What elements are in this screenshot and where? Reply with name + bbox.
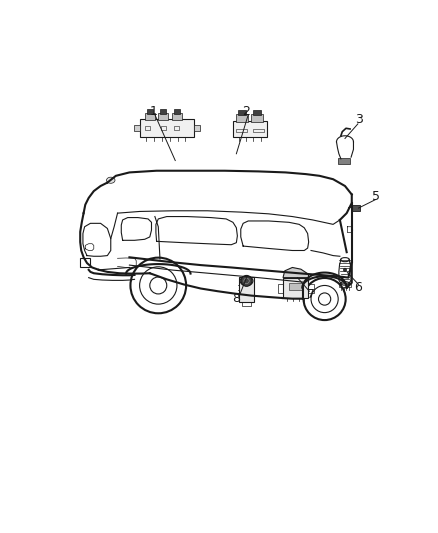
Text: 7: 7 bbox=[307, 288, 315, 301]
Bar bbox=[308, 285, 314, 293]
Bar bbox=[242, 302, 251, 306]
Bar bbox=[253, 128, 264, 132]
Bar bbox=[237, 115, 248, 122]
Bar bbox=[174, 126, 179, 131]
Text: 1: 1 bbox=[149, 105, 157, 118]
Ellipse shape bbox=[106, 177, 115, 183]
Bar bbox=[238, 110, 246, 115]
Bar bbox=[253, 110, 261, 115]
Bar bbox=[134, 125, 140, 131]
Text: 2: 2 bbox=[243, 105, 251, 118]
Bar bbox=[237, 128, 247, 132]
Bar bbox=[283, 278, 308, 298]
Bar bbox=[147, 109, 153, 114]
Bar bbox=[194, 125, 200, 131]
Ellipse shape bbox=[240, 276, 253, 286]
Bar bbox=[278, 285, 283, 293]
Bar bbox=[251, 115, 263, 122]
Bar bbox=[161, 126, 166, 131]
Bar bbox=[158, 112, 168, 120]
Bar bbox=[145, 112, 155, 120]
Circle shape bbox=[241, 276, 252, 286]
Bar bbox=[173, 109, 180, 114]
Text: 3: 3 bbox=[355, 114, 363, 126]
Text: 8: 8 bbox=[232, 292, 240, 304]
Bar bbox=[172, 112, 182, 120]
Bar bbox=[339, 282, 351, 287]
Bar bbox=[240, 277, 254, 302]
Text: 6: 6 bbox=[355, 281, 363, 294]
Bar bbox=[351, 205, 360, 211]
Circle shape bbox=[343, 268, 346, 271]
Bar bbox=[289, 282, 303, 289]
Bar bbox=[145, 126, 151, 131]
Text: 5: 5 bbox=[371, 190, 380, 203]
Bar bbox=[233, 121, 267, 138]
Bar bbox=[160, 109, 166, 114]
Bar bbox=[80, 258, 90, 268]
Bar bbox=[338, 158, 350, 164]
Bar bbox=[140, 119, 194, 137]
Polygon shape bbox=[283, 268, 308, 278]
